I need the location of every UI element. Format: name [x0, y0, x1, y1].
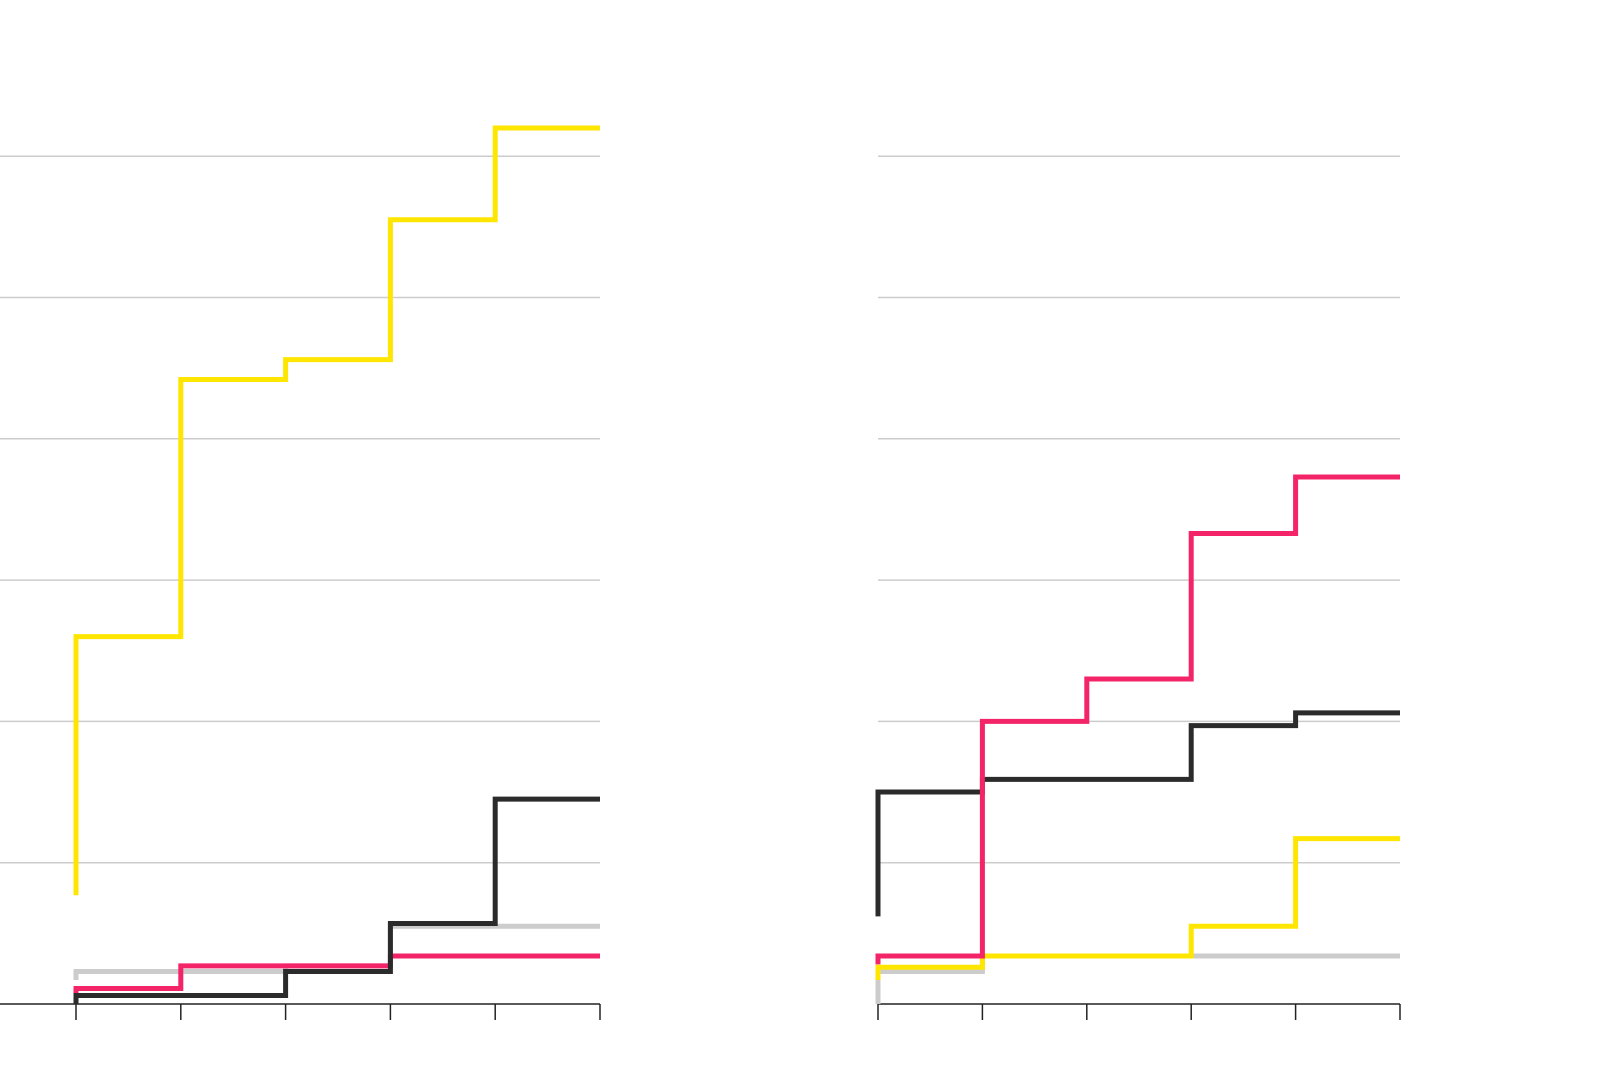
series-line-yellow	[875, 836, 1400, 980]
series-line-pink	[73, 953, 600, 999]
chart-panel-1	[0, 125, 601, 1020]
series-line-gray	[875, 953, 1400, 1004]
chart-panel-2	[875, 155, 1401, 1020]
series-line-yellow	[73, 125, 600, 896]
series-line-pink	[875, 474, 1400, 965]
series-line-black	[73, 796, 600, 1004]
series-line-black	[875, 710, 1400, 917]
